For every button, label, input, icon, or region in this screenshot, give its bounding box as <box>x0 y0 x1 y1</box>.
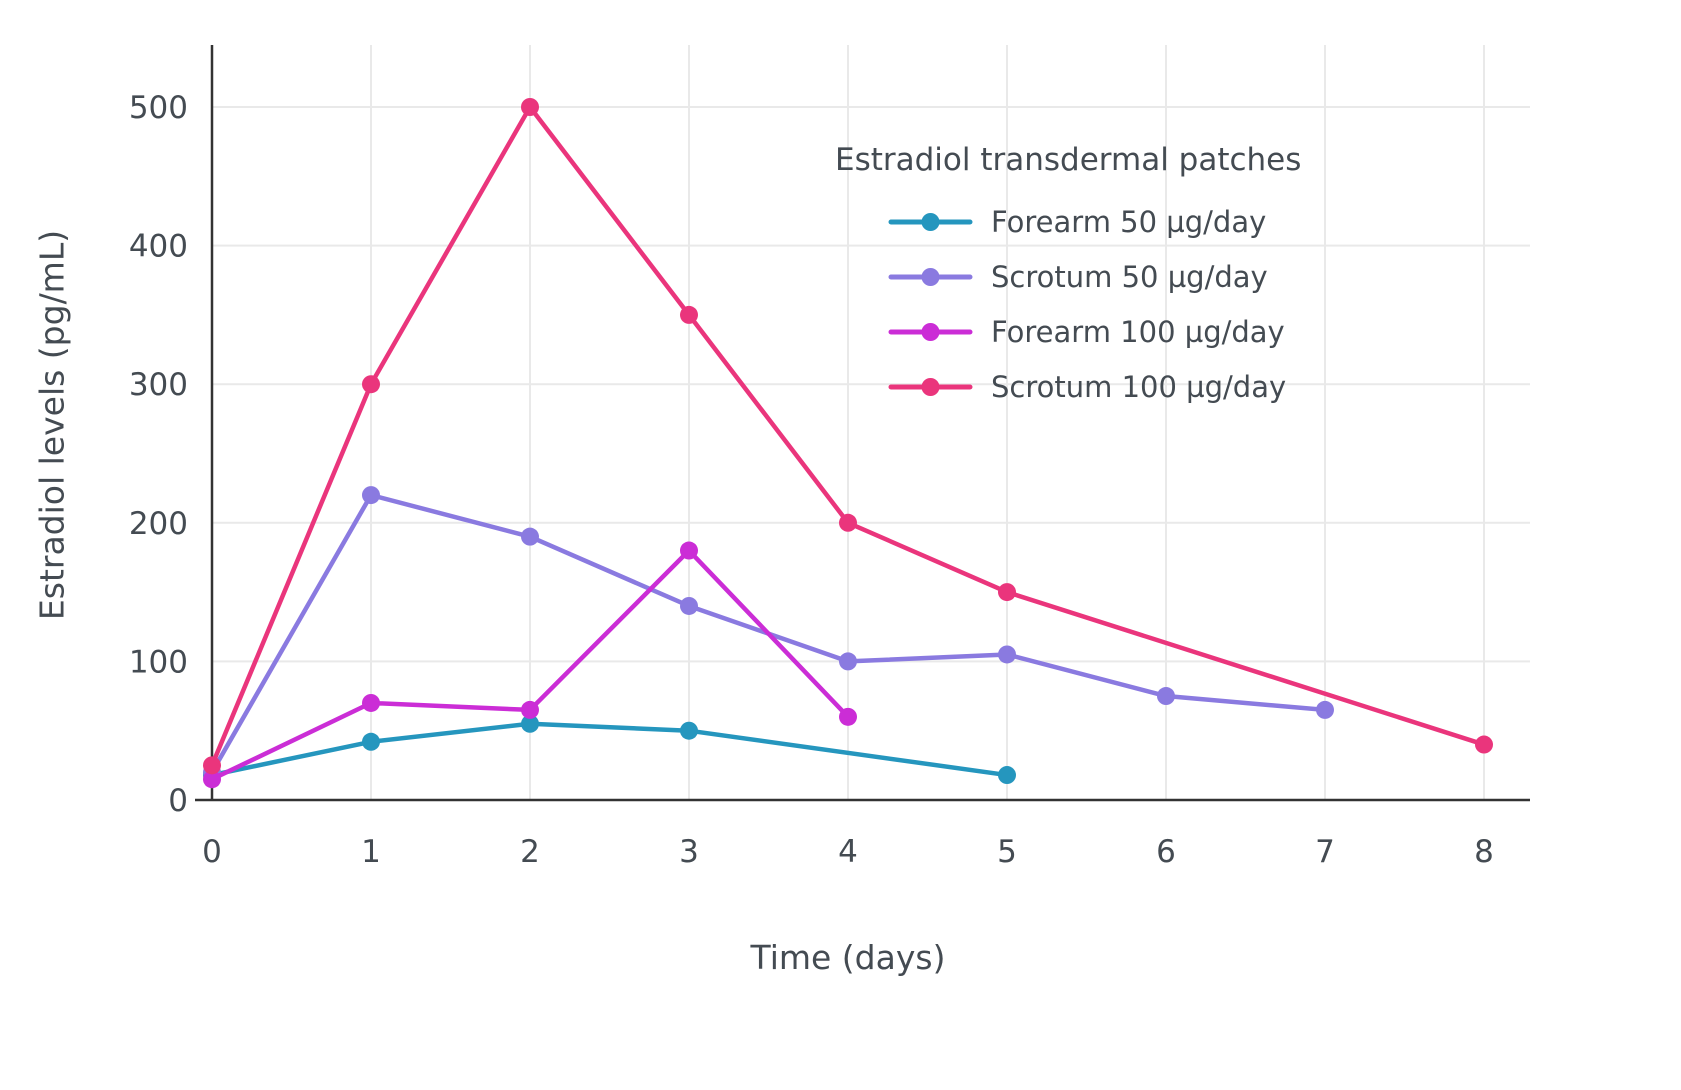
x-tick-labels: 0 1 2 3 4 5 6 7 8 <box>202 834 1494 870</box>
series-forearm-50-g-day <box>203 714 1016 785</box>
y-tick-label: 500 <box>129 90 188 126</box>
data-point <box>203 756 221 775</box>
data-point <box>362 732 380 751</box>
x-tick-label: 8 <box>1474 834 1494 870</box>
x-tick-label: 7 <box>1315 834 1335 870</box>
x-tick-label: 0 <box>202 834 222 870</box>
y-axis-title: Estradiol levels (pg/mL) <box>32 229 72 621</box>
data-point <box>680 541 698 560</box>
data-point <box>680 596 698 615</box>
series-scrotum-100-g-day <box>203 98 1493 775</box>
legend-title: Estradiol transdermal patches <box>835 142 1302 178</box>
legend-marker-icon <box>888 212 973 231</box>
x-tick-label: 6 <box>1156 834 1176 870</box>
x-tick-label: 4 <box>838 834 858 870</box>
data-point <box>521 98 539 116</box>
legend-item[interactable]: Forearm 100 µg/day <box>888 304 1370 359</box>
data-point <box>521 527 539 546</box>
data-point <box>998 645 1016 664</box>
x-axis-title: Time (days) <box>750 938 946 977</box>
y-tick-labels: 0 100 200 300 400 500 <box>129 90 188 819</box>
axes <box>195 45 1530 802</box>
legend-item-label: Forearm 50 µg/day <box>991 204 1267 239</box>
x-tick-label: 3 <box>679 834 699 870</box>
data-point <box>998 583 1016 602</box>
legend-item[interactable]: Scrotum 100 µg/day <box>888 359 1370 414</box>
series-forearm-100-g-day <box>203 541 857 789</box>
data-point <box>362 486 380 505</box>
y-tick-label: 100 <box>129 644 188 680</box>
data-point <box>839 652 857 671</box>
data-point <box>680 721 698 740</box>
data-point <box>839 707 857 726</box>
y-tick-label: 0 <box>168 783 188 819</box>
data-point <box>1475 735 1493 754</box>
data-point <box>362 693 380 712</box>
x-tick-label: 2 <box>520 834 540 870</box>
legend-item-label: Scrotum 50 µg/day <box>991 259 1268 294</box>
data-point <box>203 770 221 789</box>
y-tick-label: 200 <box>129 506 188 542</box>
legend-marker-icon <box>888 322 973 341</box>
data-point <box>1157 687 1175 706</box>
series-line <box>209 721 1010 778</box>
legend-marker-icon <box>888 267 973 286</box>
x-tick-label: 5 <box>997 834 1017 870</box>
data-point <box>839 513 857 532</box>
legend-marker-icon <box>888 377 973 396</box>
legend-item[interactable]: Scrotum 50 µg/day <box>888 249 1370 304</box>
data-point <box>998 766 1016 785</box>
legend: Estradiol transdermal patches Forearm 50… <box>830 142 1370 414</box>
y-tick-label: 400 <box>129 229 188 265</box>
data-point <box>521 714 539 733</box>
data-point <box>521 700 539 719</box>
data-point <box>362 375 380 394</box>
legend-item-label: Scrotum 100 µg/day <box>991 369 1287 404</box>
legend-items: Forearm 50 µg/day Scrotum 50 µg/day Forear… <box>830 194 1370 414</box>
y-tick-label: 300 <box>129 367 188 403</box>
x-tick-label: 1 <box>361 834 381 870</box>
legend-item[interactable]: Forearm 50 µg/day <box>888 194 1370 249</box>
legend-item-label: Forearm 100 µg/day <box>991 314 1285 349</box>
data-point <box>680 305 698 324</box>
data-point <box>1316 700 1334 719</box>
